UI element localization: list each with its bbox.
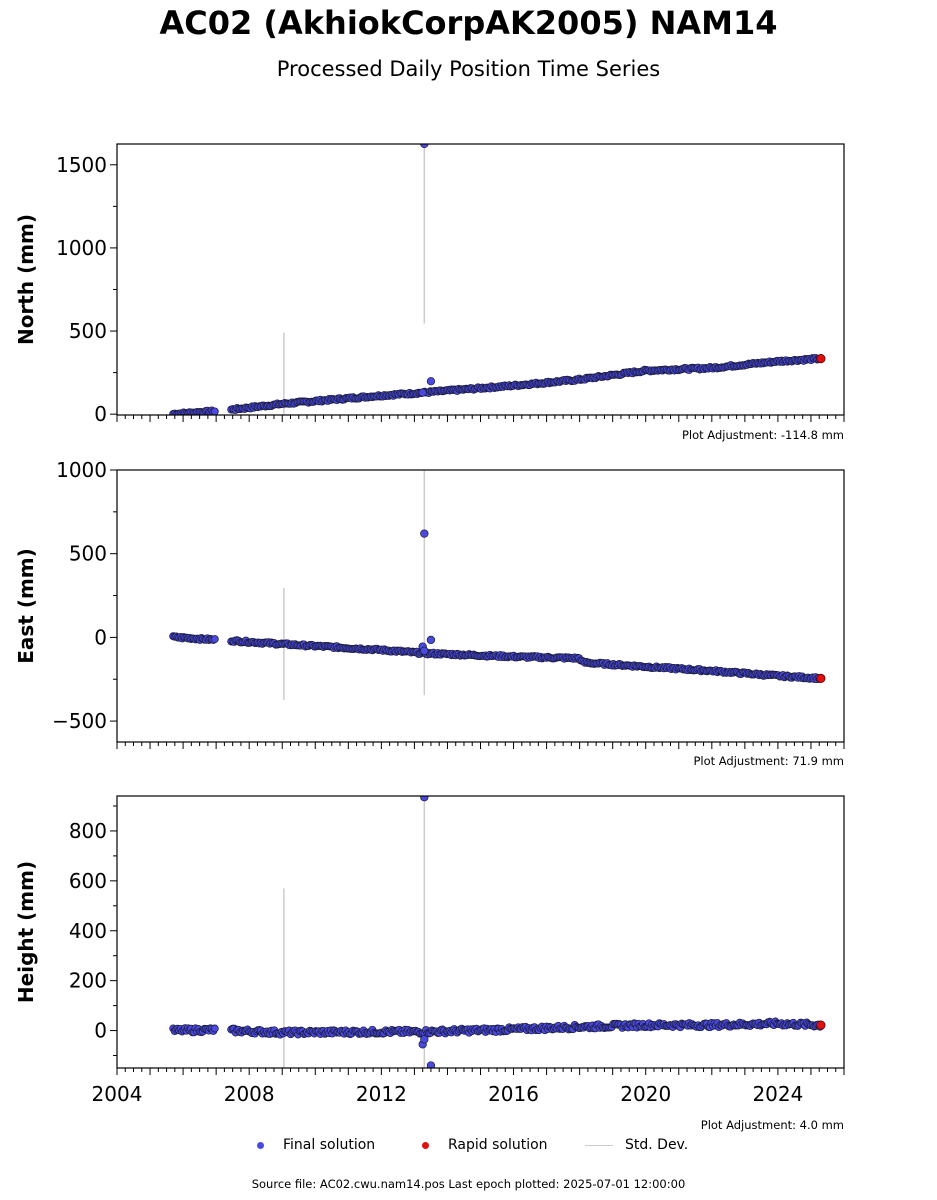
y-tick-label: 0 <box>94 625 107 649</box>
std-line-icon <box>585 1144 613 1146</box>
legend-std: Std. Dev. <box>585 1137 688 1153</box>
final-outlier <box>426 635 436 645</box>
final-outlier <box>420 144 429 149</box>
y-tick-label: 0 <box>94 402 107 426</box>
y-tick-label: 0 <box>94 1019 107 1043</box>
final-marker-icon <box>257 1141 264 1149</box>
final-outlier <box>426 377 436 386</box>
plot-area <box>169 470 826 701</box>
y-tick-label: 1000 <box>56 458 107 482</box>
panel-3: 2004 2008 2012 2016 2020 2024 0 200 400 600 800 Hei… <box>14 795 845 1132</box>
rapid-marker-icon <box>422 1141 429 1149</box>
y-tick-label: 1000 <box>56 236 107 260</box>
final-outlier <box>420 1035 429 1044</box>
y-tick-label: 400 <box>69 919 107 943</box>
chart-title: AC02 (AkhiokCorpAK2005) NAM14 <box>159 4 778 42</box>
x-tick-label: 2016 <box>488 1082 539 1106</box>
x-tick-label: 2004 <box>92 1082 143 1106</box>
legend-std-label: Std. Dev. <box>625 1137 689 1153</box>
final-point <box>210 1024 219 1033</box>
legend-rapid: Rapid solution <box>422 1137 548 1153</box>
y-axis-label: East (mm) <box>14 548 38 664</box>
plot-adjustment: Plot Adjustment: 71.9 mm <box>693 754 844 768</box>
legend-final-label: Final solution <box>283 1137 376 1153</box>
final-point <box>210 407 219 415</box>
y-tick-label: 500 <box>69 319 107 343</box>
chart-subtitle: Processed Daily Position Time Series <box>276 57 661 81</box>
y-tick-label: −500 <box>52 709 107 733</box>
x-tick-label: 2008 <box>224 1082 275 1106</box>
rapid-point <box>816 354 826 364</box>
plot-frame <box>116 143 845 416</box>
y-axis-label: Height (mm) <box>14 861 38 1003</box>
y-axis-label: North (mm) <box>14 214 38 345</box>
plot-frame <box>116 469 845 743</box>
x-tick-label: 2020 <box>620 1082 671 1106</box>
legend: Final solution Rapid solution Std. Dev. <box>0 1137 937 1157</box>
y-tick-label: 1500 <box>56 153 107 177</box>
panel-2: −500 0 500 1000 East (mm) Plot Adjustment: 71… <box>14 458 845 768</box>
final-outlier <box>426 1061 436 1068</box>
rapid-point <box>816 673 826 683</box>
final-outlier <box>420 646 429 655</box>
y-tick-label: 800 <box>69 819 107 843</box>
rapid-point <box>816 1020 826 1030</box>
legend-final: Final solution <box>257 1137 375 1153</box>
final-outlier <box>420 796 429 802</box>
y-tick-label: 600 <box>69 869 107 893</box>
plot-area <box>169 796 826 1068</box>
final-point <box>210 635 219 644</box>
y-tick-label: 200 <box>69 969 107 993</box>
final-outlier <box>420 529 429 538</box>
x-tick-label: 2024 <box>752 1082 803 1106</box>
final-outlier <box>418 388 427 397</box>
plot-area <box>169 144 826 415</box>
source-note: Source file: AC02.cwu.nam14.pos Last epo… <box>251 1177 686 1191</box>
plot-adjustment: Plot Adjustment: -114.8 mm <box>682 428 844 442</box>
y-tick-label: 500 <box>69 542 107 566</box>
x-tick-label: 2012 <box>356 1082 407 1106</box>
panel-1: 0 500 1000 1500 North (mm) Plot Adjustment: -… <box>14 143 845 442</box>
plot-adjustment: Plot Adjustment: 4.0 mm <box>701 1118 844 1132</box>
legend-rapid-label: Rapid solution <box>448 1137 548 1153</box>
